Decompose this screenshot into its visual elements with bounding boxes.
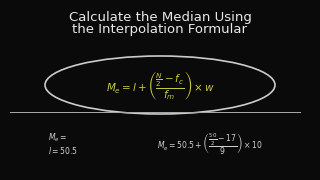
Text: the Interpolation Formular: the Interpolation Formular [73,22,247,35]
Text: $l = 50.5$: $l = 50.5$ [48,145,78,156]
Text: $M_e = l + \left(\dfrac{\frac{N}{2} - f_c}{f_m}\right) \times w$: $M_e = l + \left(\dfrac{\frac{N}{2} - f_… [106,69,214,102]
Text: $M_e =$: $M_e =$ [48,132,67,144]
Text: Calculate the Median Using: Calculate the Median Using [68,10,252,24]
Text: $M_e = 50.5 + \left(\dfrac{\frac{50}{2} - 17}{9}\right) \times 10$: $M_e = 50.5 + \left(\dfrac{\frac{50}{2} … [157,131,263,157]
